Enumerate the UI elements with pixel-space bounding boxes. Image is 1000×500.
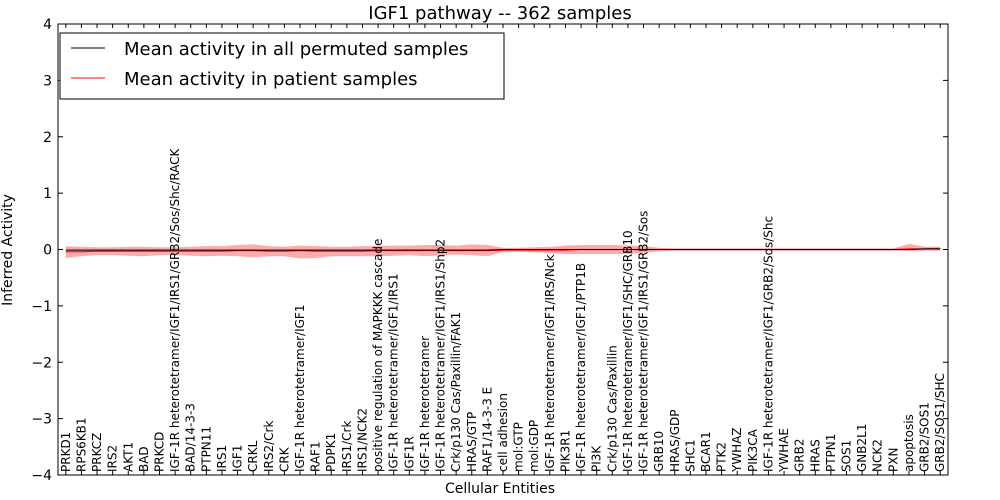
y-axis-label: Inferred Activity — [0, 194, 16, 306]
x-tick-label: IRS2 — [106, 445, 120, 472]
x-tick-label: NCK2 — [871, 439, 885, 472]
x-tick-label: IRS1/Crk — [340, 421, 354, 472]
x-tick-label: CRK — [277, 446, 291, 472]
x-tick-label: mol:GDP — [527, 420, 541, 472]
x-tick-label: YWHAZ — [730, 427, 744, 473]
x-tick-label: GNB2L1 — [855, 424, 869, 472]
x-tick-label: mol:GTP — [512, 422, 526, 472]
x-tick-label: IGF1 — [231, 445, 245, 472]
x-tick-label: RPS6KB1 — [74, 417, 88, 472]
x-tick-label: GRB2/SOS1 — [918, 402, 932, 472]
x-tick-label: apoptosis — [902, 414, 916, 472]
legend-label-patient: Mean activity in patient samples — [124, 69, 418, 90]
x-tick-label: IGF-1R heterotetramer — [418, 336, 432, 472]
line-series-0 — [65, 248, 941, 251]
y-tick-label: 2 — [43, 130, 52, 146]
x-tick-label: SOS1 — [840, 440, 854, 472]
x-tick-label: RAF1 — [309, 441, 323, 472]
x-tick-label: IRS1 — [215, 445, 229, 472]
x-tick-label: YWHAE — [777, 428, 791, 473]
x-tick-label: IGF-1R heterotetramer/IGF1/IRS1/GRB2/Sos… — [168, 147, 182, 472]
legend-label-permuted: Mean activity in all permuted samples — [124, 39, 468, 60]
x-tick-label: IRS1/NCK2 — [356, 408, 370, 472]
x-tick-label: PRKCZ — [90, 433, 104, 472]
x-tick-label: PTK2 — [715, 442, 729, 472]
x-tick-label: PI3K — [590, 445, 604, 472]
x-tick-label: HRAS/GTP — [465, 412, 479, 472]
x-tick-label: IRS2/Crk — [262, 421, 276, 472]
x-tick-label: GRB2/SOS1/SHC — [933, 373, 947, 472]
x-tick-label: AKT1 — [121, 442, 135, 472]
x-tick-label: PDPK1 — [324, 433, 338, 472]
y-tick-label: −1 — [31, 299, 52, 315]
x-tick-label: BAD/14-3-3 — [184, 403, 198, 472]
x-tick-label: cell adhesion — [496, 393, 510, 472]
x-tick-label: PRKD1 — [59, 432, 73, 472]
x-tick-label: IGF1R — [402, 436, 416, 472]
y-tick-label: 1 — [43, 186, 52, 202]
x-tick-label: Crk/p130 Cas/Paxillin/FAK1 — [449, 312, 463, 472]
x-tick-label: PXN — [886, 448, 900, 472]
x-tick-label: HRAS — [808, 439, 822, 472]
x-tick-label: BAD — [137, 446, 151, 472]
legend: Mean activity in all permuted samples Me… — [59, 32, 505, 100]
x-tick-label: IGF-1R heterotetramer/IGF1/IRS1/GRB2/Sos — [637, 211, 651, 472]
x-axis-label: Cellular Entities — [445, 481, 555, 497]
legend-box — [59, 32, 505, 100]
x-tick-label: PRKCD — [153, 432, 167, 472]
band-series-1 — [65, 243, 941, 259]
x-tick-label: RAF1/14-3-3 E — [480, 387, 494, 472]
y-tick-label: −4 — [31, 468, 52, 484]
y-tick-label: 3 — [43, 73, 52, 89]
x-tick-label: IGF-1R heterotetramer/IGF1/GRB2/Sos/Shc — [761, 216, 775, 472]
x-tick-label: PTPN1 — [824, 434, 838, 472]
y-tick-label: 4 — [43, 17, 52, 33]
x-tick-label: IGF-1R heterotetramer/IGF1/SHC/GRB10 — [621, 230, 635, 472]
chart-title: IGF1 pathway -- 362 samples — [368, 3, 631, 24]
x-tick-label: IGF-1R heterotetramer/IGF1 — [293, 305, 307, 472]
x-tick-label: IGF-1R heterotetramer/IGF1/IRS1 — [387, 273, 401, 472]
x-tick-label: SHC1 — [683, 439, 697, 472]
x-tick-label: CRKL — [246, 440, 260, 472]
x-tick-label: IGF-1R heterotetramer/IGF1/IRS/Nck — [543, 254, 557, 472]
y-tick-label: −2 — [31, 355, 52, 371]
y-tick-label: −3 — [31, 412, 52, 428]
x-tick-label: IGF-1R heterotetramer/IGF1/IRS1/Shp2 — [434, 239, 448, 472]
x-tick-label: GRB10 — [652, 431, 666, 472]
x-axis: PRKD1 RPS6KB1 PRKCZ IRS2 AKT1 BAD PRKCD IGF-1R … — [59, 24, 947, 475]
x-tick-label: Crk/p130 Cas/Paxillin — [605, 345, 619, 472]
x-tick-label: BCAR1 — [699, 431, 713, 472]
x-tick-label: PIK3R1 — [559, 430, 573, 472]
series-lines — [65, 247, 941, 253]
x-tick-label: PIK3CA — [746, 428, 760, 472]
x-tick-label: positive regulation of MAPKKK cascade — [371, 239, 385, 472]
x-tick-label: GRB2 — [793, 438, 807, 472]
x-tick-label: PTPN11 — [199, 426, 213, 472]
y-tick-label: 0 — [43, 243, 52, 259]
x-tick-label: IGF-1R heterotetramer/IGF1/PTP1B — [574, 263, 588, 472]
x-tick-label: HRAS/GDP — [668, 409, 682, 472]
y-axis: −4 −3 −2 −1 0 1 2 3 4 — [31, 17, 948, 484]
